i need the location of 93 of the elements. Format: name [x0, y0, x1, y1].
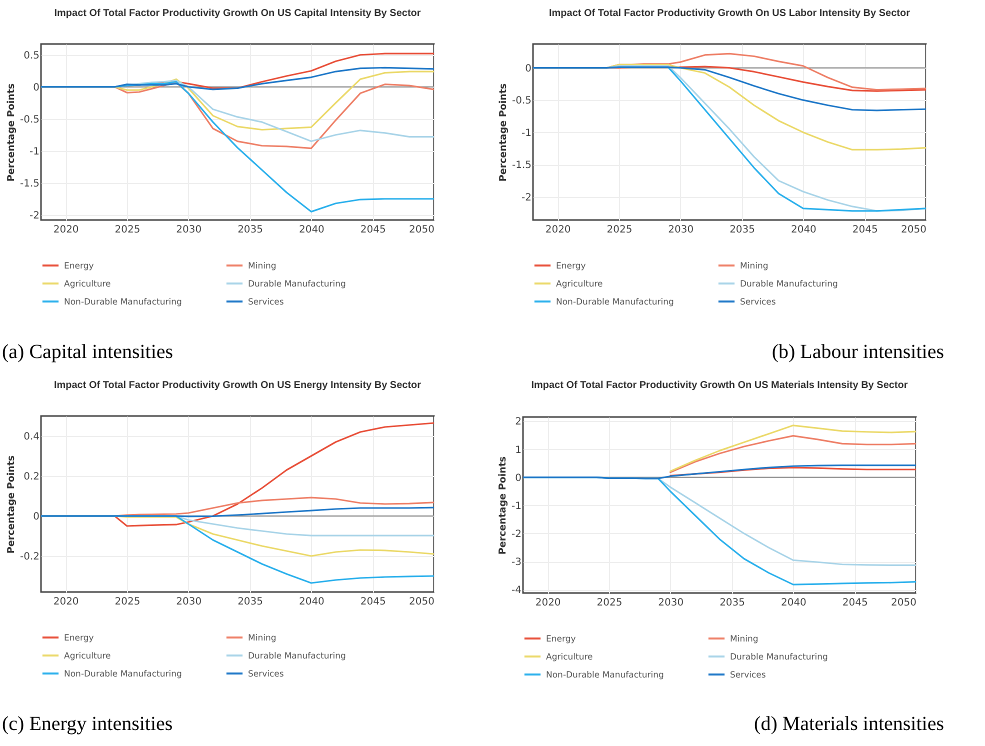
y-tick-label: 0.4 [24, 432, 40, 442]
line-series [670, 424, 916, 472]
chart-title: Impact Of Total Factor Productivity Growth On US Materials Intensity By Sector [531, 380, 908, 392]
text: (c) Energy intensities [2, 713, 173, 736]
x-tick-label: 2045 [360, 596, 386, 608]
y-tick-label: -1 [522, 128, 532, 139]
chart-title: Impact Of Total Factor Productivity Growth On US Energy Intensity By Sector [54, 380, 422, 391]
legend-label: Agriculture [546, 652, 593, 662]
x-tick-label: 2045 [852, 224, 878, 236]
x-tick-label: 2045 [842, 598, 868, 608]
y-tick-label: -1.5 [512, 160, 532, 172]
legend-label: Energy [546, 634, 576, 644]
text: (b) Labour intensities [772, 341, 944, 364]
legend-label: Services [740, 298, 776, 308]
x-tick-label: 2040 [780, 598, 806, 608]
y-axis-title: Percentage Points [498, 83, 509, 182]
x-tick-label: 2050 [409, 224, 434, 236]
legend-label: Mining [248, 262, 276, 272]
x-tick-label: 2025 [606, 224, 632, 236]
line-series [523, 464, 916, 480]
legend-label: Non-Durable Manufacturing [64, 298, 182, 308]
y-tick-label: -0.5 [20, 114, 40, 126]
legend-label: Durable Manufacturing [730, 652, 828, 662]
legend-label: Mining [730, 634, 758, 644]
legend-label: Non-Durable Manufacturing [64, 670, 182, 680]
x-tick-label: 2025 [114, 596, 140, 608]
y-tick-label: -0.2 [20, 552, 40, 562]
legend-label: Agriculture [64, 280, 111, 290]
x-tick-label: 2030 [668, 224, 694, 236]
legend-label: Energy [556, 262, 586, 272]
y-tick-label: 1 [515, 444, 522, 456]
chart-title: Impact Of Total Factor Productivity Growth On US Labor Intensity By Sector [549, 8, 910, 19]
y-tick-label: 0 [525, 63, 532, 74]
y-axis-title: Percentage Points [498, 456, 509, 555]
y-tick-label: -2 [30, 210, 40, 222]
x-tick-label: 2035 [238, 224, 264, 236]
x-tick-label: 2050 [891, 598, 916, 608]
legend-label: Non-Durable Manufacturing [556, 298, 674, 308]
y-tick-label: -4 [512, 585, 522, 596]
y-tick-label: 0 [33, 82, 40, 94]
line-series [41, 506, 434, 518]
x-tick-label: 2030 [176, 224, 202, 236]
x-tick-label: 2045 [360, 224, 386, 236]
x-tick-label: 2040 [790, 224, 816, 236]
y-tick-label: -0.5 [512, 96, 532, 107]
line-series [670, 435, 916, 474]
x-tick-label: 2030 [658, 598, 684, 608]
y-tick-label: 2 [515, 416, 522, 428]
legend-label: Mining [248, 634, 276, 644]
y-tick-label: -3 [512, 557, 522, 568]
legend-label: Energy [64, 634, 94, 644]
text: (d) Materials intensities [754, 713, 944, 736]
legend-label: Agriculture [64, 652, 111, 662]
x-tick-label: 2020 [53, 596, 79, 608]
legend-label: Agriculture [556, 280, 603, 290]
x-tick-label: 2025 [114, 224, 140, 236]
y-tick-label: 0 [515, 472, 522, 484]
x-tick-label: 2030 [176, 596, 202, 608]
x-tick-label: 2040 [298, 596, 324, 608]
legend-label: Non-Durable Manufacturing [546, 670, 664, 680]
legend-label: Services [730, 670, 766, 680]
legend-label: Durable Manufacturing [248, 280, 346, 290]
x-tick-label: 2025 [596, 598, 622, 608]
y-axis-title: Percentage Points [6, 83, 17, 182]
x-tick-label: 2035 [720, 598, 746, 608]
y-axis-title: Percentage Points [6, 455, 17, 554]
y-tick-label: -1 [30, 146, 40, 158]
x-tick-label: 2020 [535, 598, 561, 608]
x-tick-label: 2050 [409, 596, 434, 608]
line-series [670, 466, 916, 476]
legend-label: Services [248, 670, 284, 680]
x-tick-label: 2050 [901, 224, 926, 236]
y-tick-label: 0.2 [24, 472, 40, 482]
x-tick-label: 2040 [298, 224, 324, 236]
legend-label: Durable Manufacturing [740, 280, 838, 290]
x-tick-label: 2020 [53, 224, 79, 236]
y-tick-label: -2 [522, 192, 532, 204]
text: (a) Capital intensities [2, 341, 174, 364]
legend-label: Energy [64, 262, 94, 272]
y-tick-label: -1.5 [20, 178, 40, 190]
chart-title: Impact Of Total Factor Productivity Growth On US Capital Intensity By Sector [54, 8, 421, 19]
y-tick-label: 0.5 [24, 50, 40, 62]
legend-label: Mining [740, 262, 768, 272]
y-tick-label: -2 [512, 528, 522, 540]
y-tick-label: 0 [33, 512, 40, 522]
x-tick-label: 2035 [730, 224, 756, 236]
legend-label: Durable Manufacturing [248, 652, 346, 662]
line-series [533, 66, 926, 112]
line-series [41, 66, 434, 90]
x-tick-label: 2020 [545, 224, 571, 236]
x-tick-label: 2035 [238, 596, 264, 608]
legend-label: Services [248, 298, 284, 308]
y-tick-label: -1 [512, 500, 522, 512]
